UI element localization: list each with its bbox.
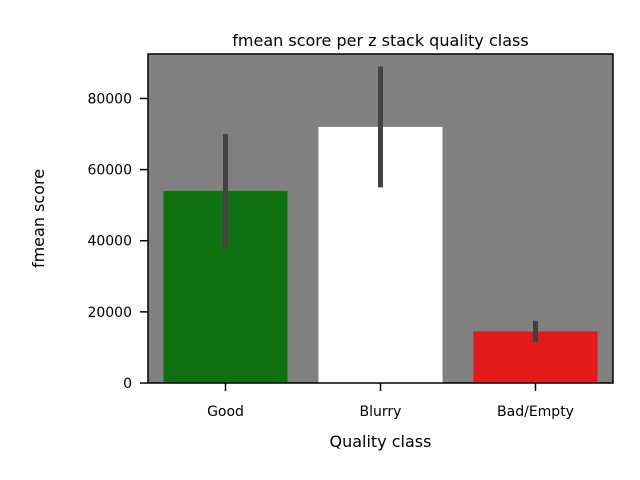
y-tick-label: 60000	[87, 163, 132, 179]
x-tick-label: Bad/Empty	[497, 404, 574, 420]
chart-title: fmean score per z stack quality class	[232, 31, 528, 50]
y-axis-ticks: 0 20000 40000 60000 80000	[87, 91, 148, 392]
x-axis-ticks: Good Blurry Bad/Empty	[207, 383, 574, 420]
x-tick-label: Blurry	[360, 404, 402, 420]
y-tick-label: 40000	[87, 234, 132, 250]
y-tick-label: 20000	[87, 305, 132, 321]
y-axis-label: fmean score	[29, 169, 48, 268]
y-tick-label: 0	[123, 376, 132, 392]
error-bars-group	[223, 66, 538, 343]
x-axis-label: Quality class	[330, 432, 432, 451]
x-tick-label: Good	[207, 404, 244, 420]
y-tick-label: 80000	[87, 91, 132, 107]
